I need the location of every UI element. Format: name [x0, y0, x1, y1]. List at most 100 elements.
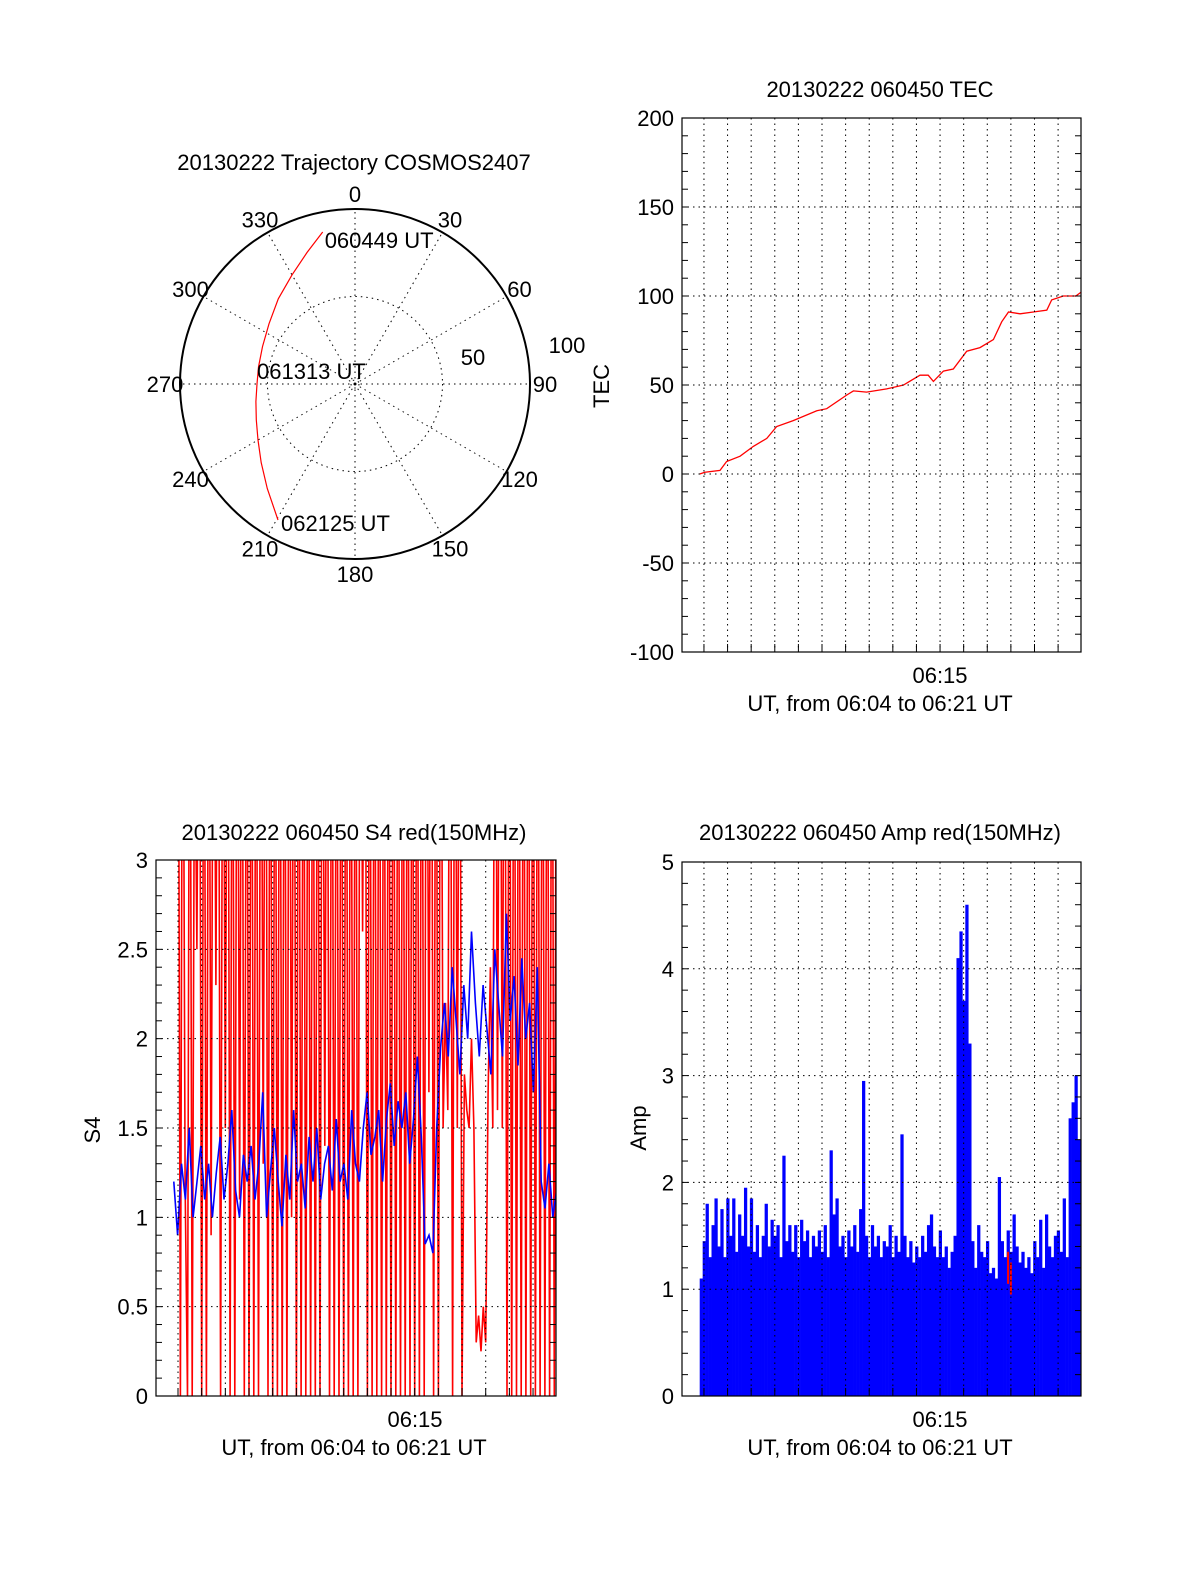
amp-bar: [729, 1235, 733, 1396]
amp-bar: [867, 1257, 872, 1396]
series-red-line: [178, 860, 556, 1396]
y-tick-label: 2: [662, 1170, 674, 1195]
amp-bar: [853, 1225, 857, 1396]
amp-bar: [971, 1241, 975, 1396]
amp-bar: [918, 1257, 922, 1396]
amp-bar: [1074, 1075, 1078, 1396]
plot-frame: [155, 859, 557, 1397]
amp-bar: [935, 1257, 940, 1396]
amp-bar: [741, 1235, 745, 1396]
amp-bar: [988, 1273, 993, 1396]
amp-bar: [1006, 1230, 1010, 1396]
amp-bar: [1071, 1102, 1075, 1396]
amp-bar: [761, 1235, 765, 1396]
polar-grid: [179, 208, 531, 560]
polar-spoke: [354, 383, 507, 472]
s4-plot: 20130222 060450 S4 red(150MHz) S4 06:15 …: [80, 820, 557, 1460]
y-tick-label: 0: [662, 1384, 674, 1409]
amp-bar: [885, 1246, 889, 1396]
polar-angle-label: 210: [242, 537, 279, 562]
y-tick-label: 150: [637, 195, 674, 220]
amp-bar: [997, 1177, 1002, 1396]
amp-bar: [838, 1246, 842, 1396]
amp-bar: [814, 1246, 819, 1396]
amp-bar: [1030, 1273, 1034, 1396]
amp-bar: [723, 1257, 727, 1396]
amp-bar: [782, 1155, 786, 1396]
amp-bar: [785, 1241, 789, 1396]
time-label-end: 062125 UT: [281, 511, 390, 536]
polar-angle-label: 150: [432, 537, 469, 562]
amp-bar: [699, 1278, 703, 1396]
amp-bar: [941, 1257, 945, 1396]
amp-bar: [1062, 1198, 1066, 1396]
amp-bar: [720, 1209, 724, 1396]
polar-angle-label: 180: [337, 562, 374, 587]
amp-bar: [1009, 1251, 1013, 1396]
polar-ring-50: [267, 296, 443, 472]
amp-bar: [767, 1246, 771, 1396]
y-tick-label: 1.5: [117, 1116, 148, 1141]
series-blue-line: [173, 913, 556, 1254]
amp-bar: [1039, 1219, 1043, 1396]
amp-xtick-label: 06:15: [912, 1407, 967, 1432]
amp-yticks: 0 1 2 3 4 5: [662, 850, 674, 1409]
polar-center: [350, 379, 360, 389]
polar-outer-circle: [179, 208, 531, 560]
amp-bar: [876, 1235, 881, 1396]
amp-bar: [1018, 1262, 1022, 1396]
amp-bar: [738, 1214, 742, 1396]
amp-bar: [835, 1198, 839, 1396]
amp-bar: [797, 1257, 801, 1396]
y-tick-label: 0: [662, 462, 674, 487]
amp-bar: [965, 904, 969, 1396]
amp-bar: [1000, 1241, 1004, 1396]
polar-spoke: [354, 296, 507, 385]
amp-bar: [752, 1251, 757, 1396]
amp-bar: [714, 1198, 718, 1396]
amp-bar: [864, 1235, 869, 1396]
s4-ylabel: S4: [80, 1117, 105, 1144]
series-TEC-line: [699, 291, 1081, 475]
amp-bar: [1015, 1246, 1019, 1396]
tec-yticks: -100 -50 0 50 100 150 200: [630, 106, 674, 665]
y-tick-label: 0: [136, 1384, 148, 1409]
amp-bar: [862, 1080, 866, 1396]
amp-bar: [717, 1246, 721, 1396]
amp-bar: [944, 1246, 948, 1396]
tec-ylabel: TEC: [589, 364, 614, 408]
polar-spoke: [203, 383, 356, 472]
plot-frame: [681, 117, 1082, 653]
amp-bar: [805, 1230, 810, 1396]
tec-plot: 20130222 060450 TEC TEC 06:15 UT, from 0…: [589, 77, 1082, 716]
amp-bar: [788, 1225, 792, 1396]
amp-bar: [888, 1225, 892, 1396]
y-tick-label: 3: [662, 1064, 674, 1089]
tec-xtick-label: 06:15: [912, 663, 967, 688]
radial-label-50: 50: [461, 345, 485, 370]
amp-bar: [776, 1225, 780, 1396]
amp-bar: [956, 958, 960, 1396]
amp-bar: [1003, 1257, 1007, 1396]
amp-bar: [977, 1225, 981, 1396]
amp-bar: [991, 1267, 996, 1396]
amp-bar: [758, 1257, 762, 1396]
amp-bar: [974, 1267, 978, 1396]
amp-bar: [1053, 1235, 1058, 1396]
amp-bar: [900, 1134, 904, 1396]
amp-bar: [994, 1278, 999, 1396]
amp-bar: [829, 1150, 833, 1396]
time-label-middle: 061313 UT: [257, 359, 366, 384]
plot-data: [699, 291, 1081, 475]
amp-bar: [779, 1257, 783, 1396]
amp-bar: [844, 1257, 848, 1396]
amp-bar: [983, 1257, 987, 1396]
amp-bar: [909, 1241, 913, 1396]
amp-bar: [882, 1241, 886, 1396]
amp-bar: [921, 1235, 925, 1396]
y-tick-label: 4: [662, 957, 674, 982]
amp-bar: [811, 1235, 816, 1396]
amp-bar: [873, 1246, 878, 1396]
amp-bar: [817, 1230, 822, 1396]
